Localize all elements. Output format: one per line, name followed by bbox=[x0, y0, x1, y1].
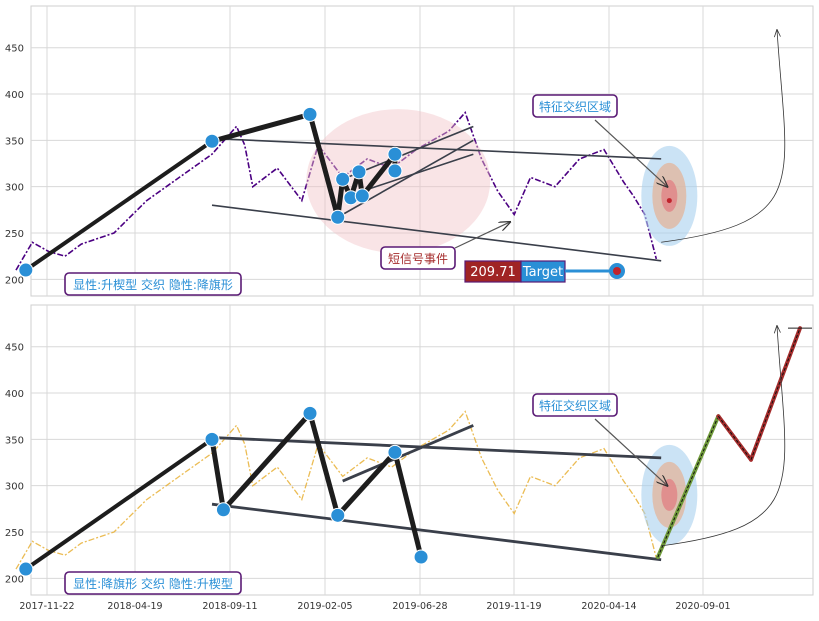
zone-callout-text: 特征交织区域 bbox=[539, 99, 611, 114]
pattern-label-text: 显性:降旗形 交织 隐性:升楔型 bbox=[73, 576, 233, 591]
zone-callout-box bbox=[532, 94, 618, 118]
trendline bbox=[211, 204, 662, 262]
pattern-point bbox=[335, 171, 351, 187]
projection-arrow bbox=[661, 30, 786, 243]
pattern-segment bbox=[307, 111, 341, 220]
target-label-text: Target bbox=[522, 265, 563, 280]
pattern-label-box bbox=[64, 272, 242, 296]
pattern-point bbox=[351, 164, 367, 180]
pattern-segment bbox=[209, 111, 313, 144]
pattern-point bbox=[18, 561, 34, 577]
x-tick-label: 2019-02-05 bbox=[297, 601, 352, 612]
trendline bbox=[358, 153, 474, 193]
x-tick-label: 2018-04-19 bbox=[107, 601, 162, 612]
y-tick-label: 350 bbox=[5, 435, 24, 446]
projection-dash bbox=[717, 415, 752, 461]
pattern-segment bbox=[220, 410, 313, 513]
signal-callout-box bbox=[380, 246, 456, 270]
y-tick-label: 450 bbox=[5, 44, 24, 55]
pattern-segment bbox=[335, 449, 398, 518]
pattern-label-text: 显性:升楔型 交织 隐性:降旗形 bbox=[73, 277, 233, 292]
pattern-point bbox=[18, 262, 34, 278]
pattern-segment bbox=[23, 437, 214, 572]
x-tick-label: 2020-09-01 bbox=[675, 601, 730, 612]
zone-callout-box bbox=[532, 393, 618, 417]
trendline bbox=[337, 139, 474, 218]
y-tick-label: 200 bbox=[5, 574, 24, 585]
pattern-point bbox=[387, 146, 403, 162]
pattern-point bbox=[387, 163, 403, 179]
zone-callout-text: 特征交织区域 bbox=[539, 398, 611, 413]
panel-bottom: 200 250 300 350 400 450 2017-11-22 2018-04-19 20… bbox=[5, 304, 814, 612]
pattern-point bbox=[354, 188, 370, 204]
x-tick-label: 2017-11-22 bbox=[19, 601, 74, 612]
pattern-segment bbox=[23, 139, 214, 273]
trendline bbox=[211, 137, 662, 160]
target-zone-inner bbox=[661, 478, 678, 511]
trendline bbox=[342, 424, 474, 483]
pattern-segment bbox=[307, 410, 341, 518]
y-tick-label: 450 bbox=[5, 343, 24, 354]
y-tick-label: 400 bbox=[5, 389, 24, 400]
price-series-line bbox=[15, 410, 657, 570]
zone-callout-arrow bbox=[594, 418, 667, 486]
value-label-text: 209.71 bbox=[470, 265, 516, 280]
trendline bbox=[211, 502, 662, 562]
focus-point-inner bbox=[613, 267, 621, 275]
x-tick-label: 2019-06-28 bbox=[392, 601, 447, 612]
projection-dash bbox=[750, 327, 801, 460]
pattern-label-box bbox=[64, 571, 242, 595]
y-tick-label: 250 bbox=[5, 528, 24, 539]
pattern-point bbox=[387, 444, 403, 460]
pattern-point bbox=[330, 507, 346, 523]
projection-dash bbox=[657, 415, 719, 558]
y-tick-label: 250 bbox=[5, 229, 24, 240]
projection-arrow bbox=[661, 326, 786, 547]
signal-callout-text: 短信号事件 bbox=[388, 252, 448, 266]
x-tick-label: 2020-04-14 bbox=[581, 601, 636, 612]
pattern-segment bbox=[209, 436, 226, 513]
x-tick-label: 2018-09-11 bbox=[202, 601, 257, 612]
plot-area bbox=[30, 304, 814, 596]
y-tick-label: 400 bbox=[5, 90, 24, 101]
pattern-point bbox=[330, 209, 346, 225]
pattern-point bbox=[215, 502, 231, 518]
signal-callout-arrow bbox=[454, 222, 510, 249]
pattern-point bbox=[302, 405, 318, 421]
pattern-segment bbox=[359, 151, 398, 199]
x-tick-label: 2019-11-19 bbox=[486, 601, 541, 612]
zone-callout-arrow bbox=[594, 119, 667, 187]
y-tick-label: 300 bbox=[5, 183, 24, 194]
pattern-point bbox=[204, 431, 220, 447]
pattern-point bbox=[302, 106, 318, 122]
price-series-line bbox=[15, 110, 658, 271]
pattern-segment bbox=[392, 449, 424, 560]
y-tick-label: 300 bbox=[5, 482, 24, 493]
y-tick-label: 350 bbox=[5, 136, 24, 147]
target-zone-inner bbox=[661, 179, 678, 212]
pattern-point bbox=[204, 133, 220, 149]
pattern-point bbox=[413, 549, 429, 565]
target-zone-center bbox=[666, 198, 672, 204]
y-tick-label: 200 bbox=[5, 275, 24, 286]
